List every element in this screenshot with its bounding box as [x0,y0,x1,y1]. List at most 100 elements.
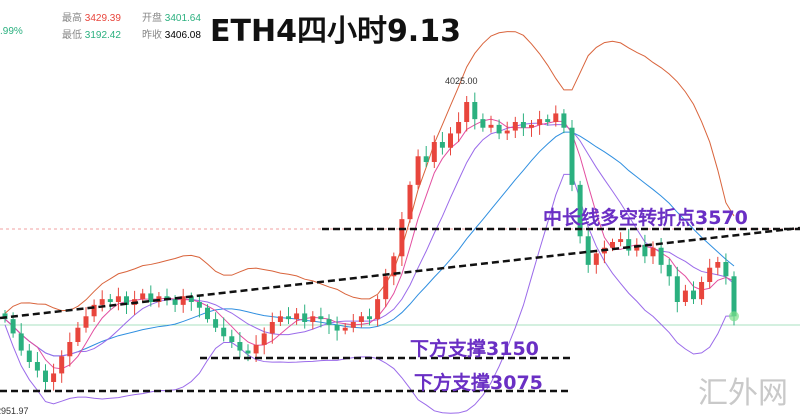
current-price-dot [729,311,739,322]
candle-body [545,119,551,122]
support2-annotation: 下方支撑3075 [414,372,543,394]
candle-body [326,319,332,325]
candle-body [577,184,583,237]
candle-body [634,244,640,251]
candle-body [124,296,129,305]
candle-body [674,276,680,302]
candle-body [610,242,615,248]
candle-body [553,113,559,122]
candle-body [504,130,510,134]
support1-annotation: 下方支撑3150 [410,338,539,360]
candle-body [342,327,348,331]
candle-body [196,302,202,308]
candle-body [253,344,259,354]
candle-body [34,362,40,371]
candle-body [699,282,705,300]
candle-body [43,370,48,382]
stat-open: 开盘 3401.64 [142,9,201,24]
candle-body [448,133,453,148]
candle-body [140,293,146,300]
stat-low-value: 3192.42 [84,30,121,41]
candle-body [537,119,543,125]
candle-body [26,350,32,362]
candle-body [561,113,567,128]
candle-body [480,119,486,128]
candle-body [334,324,340,331]
candle-body [569,127,575,185]
candle-body [642,244,648,257]
candle-body [229,336,235,342]
candle-body [294,313,300,320]
candle-body [391,256,397,277]
candle-body [245,350,251,354]
candle-body [715,262,721,268]
candle-body [423,156,429,162]
candle-body [188,296,194,302]
candle-body [691,290,696,300]
candle-body [439,142,445,148]
candle-body [682,290,688,302]
candle-body [59,356,65,374]
candle-body [91,304,97,317]
candle-body [358,316,364,322]
candle-body [593,253,599,265]
candle-body [723,262,729,277]
candle-body [286,316,291,320]
candle-body [618,239,624,242]
candle-body [658,247,664,265]
candle-body [350,322,356,328]
candle-body [464,102,470,122]
bollinger-upper [4,31,735,314]
candle-body [261,333,267,345]
candle-body [488,124,494,128]
stat-high-value: 3429.39 [84,13,121,24]
pivot-annotation: 中长线多空转折点3570 [543,207,748,229]
candle-body [367,316,372,320]
candle-body [496,124,502,134]
candle-body [237,342,243,351]
candle-body [707,267,713,282]
candle-body [164,296,170,300]
candle-body [221,327,227,337]
candle-body [148,293,154,302]
stat-prev-close-value: 3406.08 [164,30,201,41]
chart-title: ETH4四小时9.13 [210,14,461,49]
candle-body [180,296,186,305]
candle-body [172,299,178,305]
candle-body [83,316,89,328]
stat-change: .99% [0,26,23,37]
ma-fast-line [4,118,735,370]
candle-body [213,319,219,328]
stat-prev-close-label: 昨收 [142,30,162,41]
candle-body [585,236,591,265]
stat-low-label: 最低 [62,30,82,41]
candle-body [529,124,534,128]
candle-body [277,316,283,322]
candle-body [205,307,210,320]
candle-body [269,322,275,334]
stat-prev-close: 昨收 3406.08 [142,26,201,41]
candle-body [415,156,421,185]
candle-body [399,219,405,257]
candle-body [407,184,413,220]
candle-body [650,247,656,257]
candle-body [456,122,462,134]
candle-body [310,316,316,322]
ma-slow-line [4,131,735,357]
candle-body [10,319,16,334]
candle-body [472,102,478,120]
candle-body [18,333,24,351]
candle-body [431,142,437,162]
watermark: 汇外网 [698,376,788,411]
stat-open-value: 3401.64 [164,13,201,24]
candle-body [67,342,73,357]
candle-body [51,373,57,382]
candle-body [107,299,113,302]
candle-body [512,122,518,131]
candle-body [383,276,389,300]
candle-body [666,264,672,277]
candle-body [520,122,526,128]
trend-line [0,226,800,320]
stat-high-label: 最高 [62,13,82,24]
